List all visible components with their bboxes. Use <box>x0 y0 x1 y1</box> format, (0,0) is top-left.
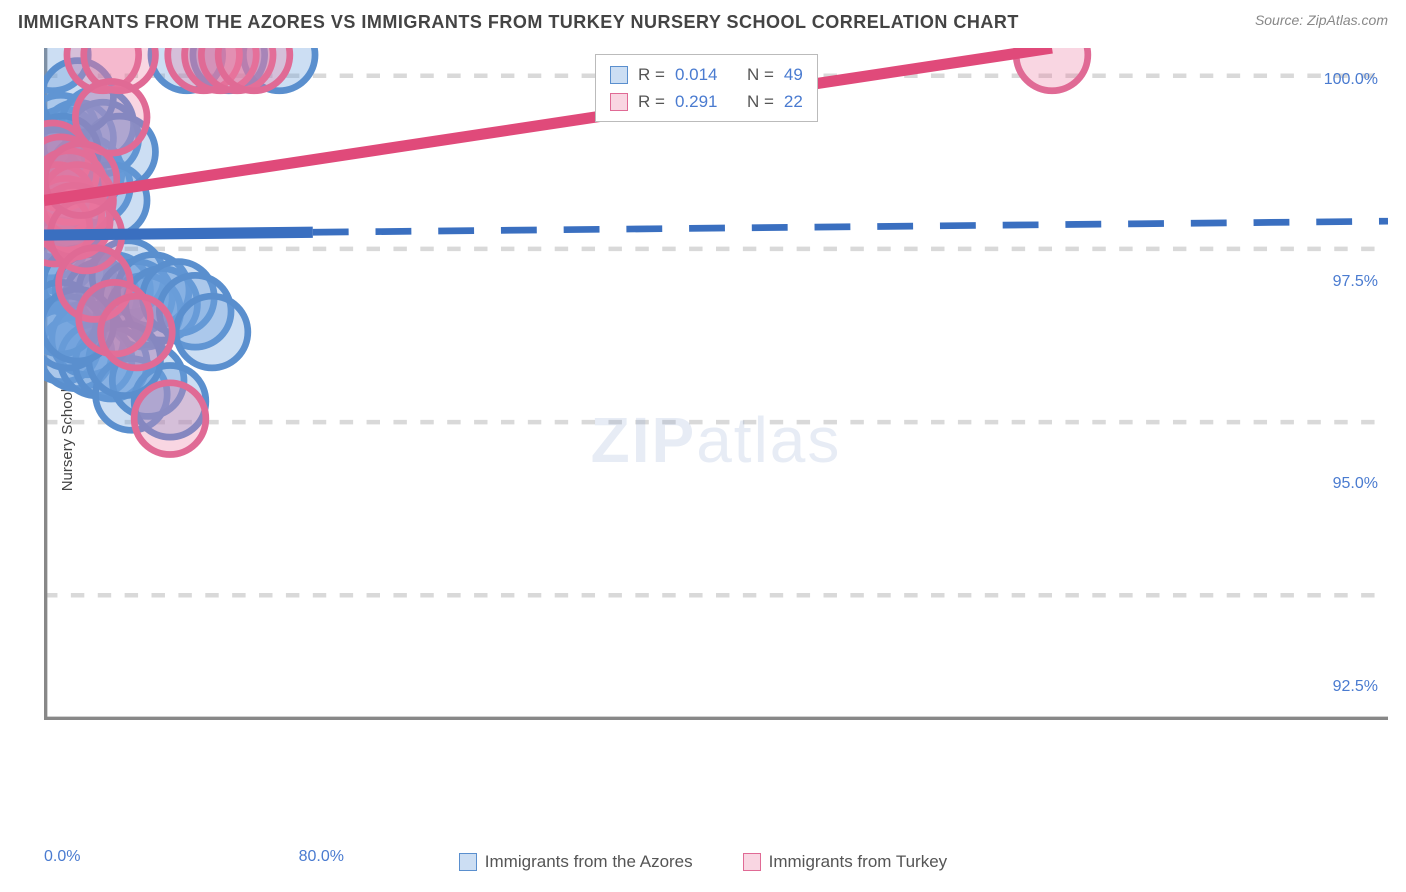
stat-row-azores: R = 0.014 N = 49 <box>610 61 803 88</box>
chart-area: Nursery School ZIPatlas R = 0.014 N = 49… <box>44 48 1388 832</box>
scatter-plot <box>44 48 1388 720</box>
swatch-turkey <box>610 93 628 111</box>
legend-swatch <box>743 853 761 871</box>
y-tick-label: 97.5% <box>1333 273 1378 291</box>
source-label: Source: ZipAtlas.com <box>1255 12 1388 28</box>
y-tick-label: 95.0% <box>1333 475 1378 493</box>
legend: Immigrants from the Azores Immigrants fr… <box>0 852 1406 872</box>
legend-swatch <box>459 853 477 871</box>
data-point-turkey <box>45 144 117 216</box>
legend-label: Immigrants from the Azores <box>485 852 693 872</box>
data-point-turkey <box>218 48 290 91</box>
data-point-azores <box>176 296 248 368</box>
data-point-turkey <box>101 296 173 368</box>
y-tick-label: 92.5% <box>1333 678 1378 696</box>
regression-line-azores <box>44 232 313 235</box>
data-point-turkey <box>134 383 206 455</box>
y-tick-label: 100.0% <box>1324 71 1378 89</box>
correlation-stats-box: R = 0.014 N = 49 R = 0.291 N = 22 <box>595 54 818 122</box>
chart-title: IMMIGRANTS FROM THE AZORES VS IMMIGRANTS… <box>18 12 1019 33</box>
swatch-azores <box>610 66 628 84</box>
legend-item: Immigrants from the Azores <box>459 852 693 872</box>
regression-line-azores-dashed <box>313 221 1388 232</box>
legend-label: Immigrants from Turkey <box>769 852 948 872</box>
legend-item: Immigrants from Turkey <box>743 852 948 872</box>
stat-row-turkey: R = 0.291 N = 22 <box>610 88 803 115</box>
